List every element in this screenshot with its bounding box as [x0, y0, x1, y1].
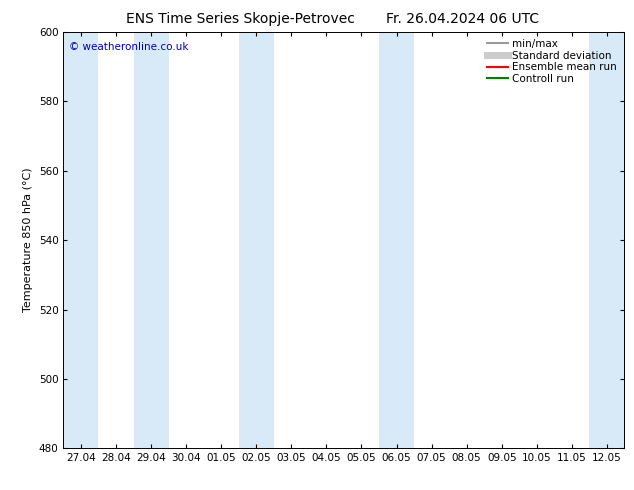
- Bar: [239, 32, 274, 448]
- Bar: [590, 32, 624, 448]
- Y-axis label: Temperature 850 hPa (°C): Temperature 850 hPa (°C): [23, 168, 33, 313]
- Text: Fr. 26.04.2024 06 UTC: Fr. 26.04.2024 06 UTC: [386, 12, 540, 26]
- Text: ENS Time Series Skopje-Petrovec: ENS Time Series Skopje-Petrovec: [126, 12, 356, 26]
- Bar: [63, 32, 98, 448]
- Bar: [134, 32, 169, 448]
- Bar: [379, 32, 414, 448]
- Text: © weatheronline.co.uk: © weatheronline.co.uk: [69, 42, 188, 52]
- Legend: min/max, Standard deviation, Ensemble mean run, Controll run: min/max, Standard deviation, Ensemble me…: [486, 37, 619, 86]
